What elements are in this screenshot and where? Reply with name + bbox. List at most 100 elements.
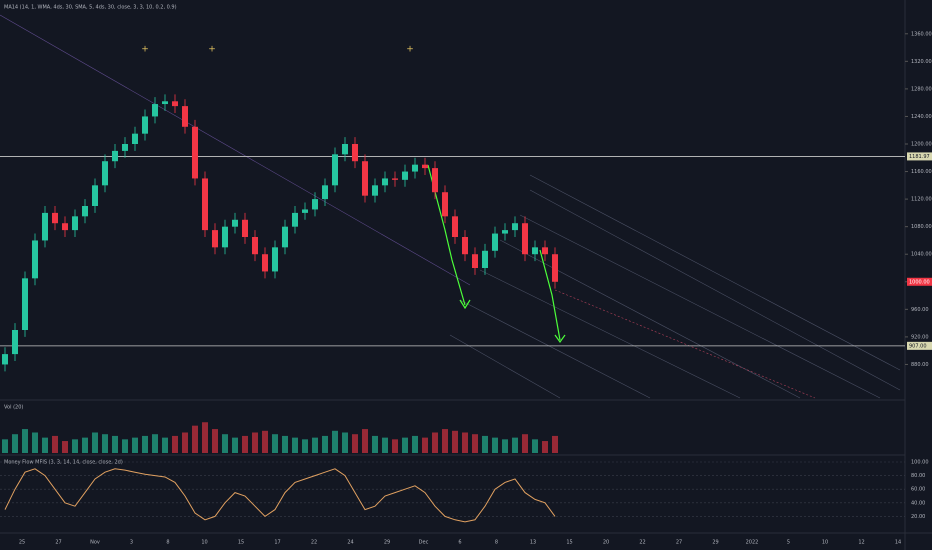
x-tick-label: 20 — [603, 540, 609, 546]
signal-marker: + — [141, 45, 149, 55]
candle-body — [282, 226, 288, 248]
last-price-tag — [907, 277, 932, 286]
y-tick-label: 1240.00 — [911, 114, 932, 120]
volume-bar — [362, 429, 368, 453]
candle-body — [212, 230, 218, 248]
candle-body — [532, 247, 538, 255]
volume-bar — [92, 432, 98, 453]
volume-bar — [512, 437, 518, 453]
level-label: 907.00 — [909, 343, 927, 349]
volume-bar — [32, 432, 38, 453]
volume-bar — [482, 435, 488, 453]
volume-bar — [172, 435, 178, 453]
volume-bar — [462, 432, 468, 453]
candle-body — [492, 233, 498, 251]
volume-bar — [102, 434, 108, 453]
volume-bar — [112, 435, 118, 453]
y-tick-label: 1280.00 — [911, 86, 932, 92]
volume-bar — [142, 435, 148, 453]
candle-body — [42, 212, 48, 241]
channel-line — [499, 239, 801, 399]
volume-bar — [402, 437, 408, 453]
volume-bar — [452, 430, 458, 453]
candle-body — [382, 178, 388, 186]
candle-body — [412, 164, 418, 172]
channel-line — [519, 214, 881, 399]
volume-bar — [542, 441, 548, 453]
volume-bar — [182, 432, 188, 453]
arrow — [427, 164, 466, 306]
volume-bar — [22, 429, 28, 453]
candle-body — [472, 254, 478, 268]
candle-body — [462, 237, 468, 255]
candle-body — [122, 144, 128, 151]
x-tick-label: 13 — [530, 540, 536, 546]
candle-body — [152, 104, 158, 117]
y-tick-label: 1080.00 — [911, 224, 932, 230]
volume-bar — [412, 435, 418, 453]
volume-bar — [322, 435, 328, 453]
volume-bar — [202, 422, 208, 453]
candle-body — [262, 254, 268, 272]
candle-body — [162, 101, 168, 105]
volume-bar — [332, 430, 338, 453]
candle-body — [372, 185, 378, 196]
level-tag — [907, 152, 932, 161]
candle-body — [422, 164, 428, 169]
candle-body — [232, 219, 238, 227]
volume-bar — [2, 439, 8, 453]
y-tick-label: 1200.00 — [911, 142, 932, 148]
volume-bar — [122, 439, 128, 453]
volume-bar — [132, 437, 138, 453]
x-tick-label: 17 — [274, 540, 280, 546]
x-tick-label: 5 — [787, 540, 790, 546]
projection-line — [554, 289, 816, 399]
volume-bar — [492, 437, 498, 453]
x-tick-label: 12 — [858, 540, 864, 546]
volume-bar — [342, 432, 348, 453]
oscillator-line — [4, 468, 556, 523]
y-tick-label: 1040.00 — [911, 252, 932, 258]
osc-tick-label: 20.00 — [911, 514, 925, 520]
candle-body — [432, 168, 438, 193]
channel-line — [459, 299, 651, 399]
volume-bar — [82, 437, 88, 453]
candle-body — [362, 161, 368, 196]
osc-tick-label: 60.00 — [911, 487, 925, 493]
y-tick-label: 1360.00 — [911, 31, 932, 37]
osc-tick-label: 40.00 — [911, 500, 925, 506]
candle-body — [352, 144, 358, 162]
x-tick-label: 3 — [130, 540, 133, 546]
candle-body — [202, 178, 208, 231]
candle-body — [22, 278, 28, 330]
candle-body — [302, 209, 308, 213]
candle-body — [32, 240, 38, 279]
candle-body — [452, 216, 458, 237]
candle-body — [442, 192, 448, 217]
signal-marker: + — [406, 45, 414, 55]
candle-body — [102, 161, 108, 186]
candle-body — [292, 212, 298, 227]
volume-bar — [152, 434, 158, 453]
candle-body — [542, 247, 548, 255]
volume-bar — [522, 434, 528, 453]
x-tick-label: 29 — [384, 540, 390, 546]
volume-bar — [422, 437, 428, 453]
volume-bar — [432, 432, 438, 453]
channel-line — [529, 189, 901, 391]
candle-body — [72, 216, 78, 231]
channel-line — [529, 174, 901, 371]
level-label: 1181.97 — [909, 154, 930, 160]
volume-bar — [272, 434, 278, 453]
candle-body — [62, 223, 68, 231]
volume-bar — [52, 435, 58, 453]
x-tick-label: 15 — [238, 540, 244, 546]
volume-bar — [242, 435, 248, 453]
volume-bar — [552, 435, 558, 453]
volume-bar — [252, 432, 258, 453]
candle-body — [482, 250, 488, 268]
candle-body — [52, 212, 58, 224]
x-tick-label: 27 — [55, 540, 61, 546]
volume-bar — [532, 439, 538, 453]
